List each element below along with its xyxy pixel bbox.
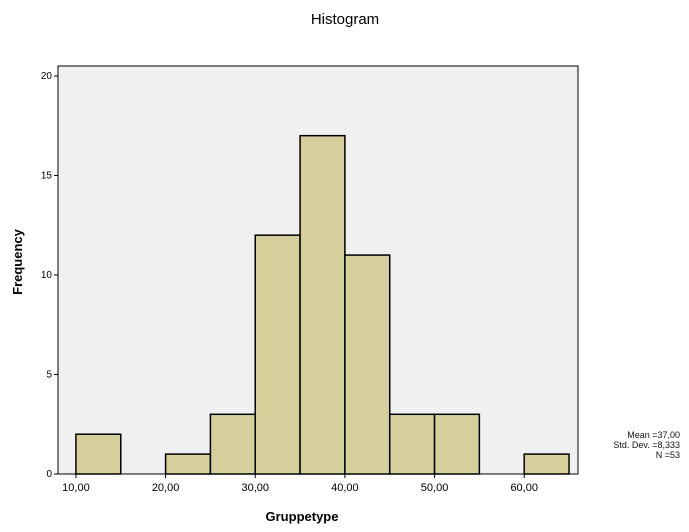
y-tick-label: 0: [46, 469, 52, 480]
stats-std-dev: Std. Dev. =8,333: [613, 440, 680, 450]
histogram-bar: [344, 254, 391, 475]
x-tick-label: 50,00: [421, 482, 449, 494]
histogram-bar: [254, 234, 301, 475]
bars-group: [75, 134, 570, 475]
x-tick-label: 60,00: [510, 482, 538, 494]
x-tick-label: 20,00: [152, 482, 180, 494]
y-tick-label: 15: [41, 170, 53, 181]
stats-mean: Mean =37,00: [627, 430, 680, 440]
y-axis-label: Frequency: [10, 228, 25, 295]
chart-title: Histogram: [311, 11, 379, 28]
y-tick-label: 20: [41, 71, 53, 82]
histogram-bar: [388, 413, 436, 475]
x-axis: 10,00 20,00 30,00 40,00 50,00 60,00: [62, 474, 538, 494]
histogram-bar: [164, 453, 212, 475]
x-axis-label: Gruppetype: [266, 509, 339, 524]
stats-box: Mean =37,00 Std. Dev. =8,333 N =53: [588, 430, 680, 460]
histogram-bar: [209, 413, 256, 475]
x-tick-label: 40,00: [331, 482, 359, 494]
histogram-bar: [299, 134, 346, 475]
y-axis: 0 5 10 15 20: [41, 71, 58, 480]
histogram-bar: [433, 413, 481, 475]
x-tick-label: 10,00: [62, 482, 90, 494]
x-tick-label: 30,00: [241, 482, 269, 494]
y-tick-label: 5: [46, 369, 52, 380]
histogram-bar: [75, 433, 122, 475]
histogram-bar: [523, 453, 570, 475]
stats-n: N =53: [655, 450, 680, 460]
y-tick-label: 10: [41, 270, 53, 281]
